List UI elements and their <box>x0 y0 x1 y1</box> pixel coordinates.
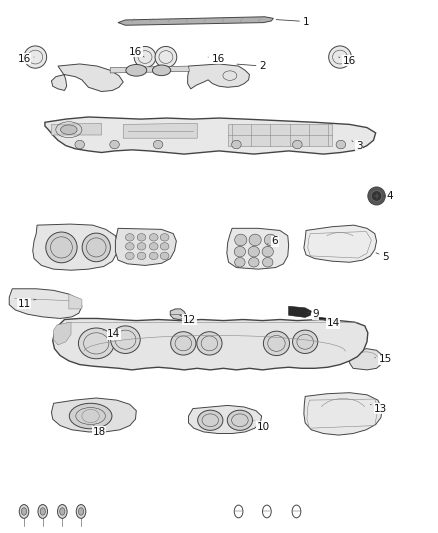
Ellipse shape <box>160 252 169 260</box>
Ellipse shape <box>126 64 147 76</box>
Ellipse shape <box>38 505 47 519</box>
Ellipse shape <box>248 246 259 257</box>
Text: 18: 18 <box>93 425 106 437</box>
Ellipse shape <box>368 187 385 205</box>
Polygon shape <box>110 66 189 73</box>
Ellipse shape <box>125 252 134 260</box>
Text: 11: 11 <box>18 298 36 309</box>
Polygon shape <box>315 317 333 327</box>
Text: 14: 14 <box>323 318 339 328</box>
Ellipse shape <box>149 233 158 241</box>
Ellipse shape <box>21 508 27 515</box>
Polygon shape <box>289 306 311 317</box>
Ellipse shape <box>69 403 112 429</box>
Polygon shape <box>51 64 123 92</box>
Ellipse shape <box>149 252 158 260</box>
Text: 16: 16 <box>208 54 225 63</box>
Ellipse shape <box>137 252 146 260</box>
Text: 5: 5 <box>376 252 389 262</box>
Ellipse shape <box>234 246 246 257</box>
Ellipse shape <box>110 140 119 149</box>
Ellipse shape <box>60 125 77 134</box>
Ellipse shape <box>198 410 223 430</box>
Text: 6: 6 <box>267 236 278 246</box>
Ellipse shape <box>171 332 196 355</box>
Text: 15: 15 <box>375 354 392 364</box>
Polygon shape <box>187 64 250 89</box>
Ellipse shape <box>111 326 140 353</box>
Text: 16: 16 <box>18 54 34 63</box>
Ellipse shape <box>232 140 241 149</box>
Ellipse shape <box>78 508 84 515</box>
Ellipse shape <box>262 257 273 267</box>
Polygon shape <box>53 322 71 345</box>
Polygon shape <box>227 228 289 269</box>
Ellipse shape <box>160 243 169 250</box>
Ellipse shape <box>19 505 29 519</box>
Polygon shape <box>304 225 377 262</box>
Polygon shape <box>95 326 113 336</box>
Polygon shape <box>45 117 376 154</box>
Polygon shape <box>69 294 82 309</box>
Ellipse shape <box>125 243 134 250</box>
Polygon shape <box>53 318 368 370</box>
Ellipse shape <box>60 508 65 515</box>
Ellipse shape <box>152 65 171 76</box>
Ellipse shape <box>75 140 85 149</box>
Ellipse shape <box>293 140 302 149</box>
Polygon shape <box>33 224 118 270</box>
Ellipse shape <box>249 234 261 246</box>
Ellipse shape <box>235 257 245 267</box>
Text: 16: 16 <box>129 47 144 57</box>
Text: 2: 2 <box>237 61 266 71</box>
Ellipse shape <box>46 232 77 263</box>
Ellipse shape <box>249 257 259 267</box>
Polygon shape <box>118 17 273 25</box>
Ellipse shape <box>197 332 222 355</box>
Ellipse shape <box>371 191 382 201</box>
Polygon shape <box>51 398 136 432</box>
Ellipse shape <box>137 243 146 250</box>
Text: 16: 16 <box>339 56 356 66</box>
Ellipse shape <box>328 46 351 68</box>
Ellipse shape <box>125 233 134 241</box>
Text: 14: 14 <box>104 329 120 340</box>
Ellipse shape <box>24 46 47 68</box>
Ellipse shape <box>262 246 273 257</box>
Ellipse shape <box>82 233 110 262</box>
Ellipse shape <box>264 234 276 246</box>
Ellipse shape <box>137 233 146 241</box>
Polygon shape <box>170 309 186 319</box>
Ellipse shape <box>57 505 67 519</box>
Ellipse shape <box>149 243 158 250</box>
Ellipse shape <box>293 330 318 353</box>
Text: 9: 9 <box>308 309 319 319</box>
Polygon shape <box>116 228 177 265</box>
Text: 10: 10 <box>254 420 270 432</box>
Ellipse shape <box>76 505 86 519</box>
Text: 1: 1 <box>276 17 309 27</box>
Polygon shape <box>350 349 382 370</box>
Text: 12: 12 <box>180 314 196 325</box>
Polygon shape <box>123 123 197 138</box>
Ellipse shape <box>153 140 163 149</box>
Polygon shape <box>304 393 382 435</box>
Ellipse shape <box>155 46 177 68</box>
Text: 4: 4 <box>384 191 393 201</box>
Ellipse shape <box>235 234 247 246</box>
Polygon shape <box>9 289 82 318</box>
Text: 3: 3 <box>352 141 363 151</box>
Polygon shape <box>228 124 332 146</box>
Ellipse shape <box>263 331 290 356</box>
Polygon shape <box>51 123 102 135</box>
Polygon shape <box>188 406 261 433</box>
Ellipse shape <box>134 46 156 68</box>
Ellipse shape <box>227 410 253 430</box>
Ellipse shape <box>40 508 46 515</box>
Ellipse shape <box>78 328 114 359</box>
Text: 13: 13 <box>371 403 388 414</box>
Ellipse shape <box>336 140 346 149</box>
Ellipse shape <box>160 233 169 241</box>
